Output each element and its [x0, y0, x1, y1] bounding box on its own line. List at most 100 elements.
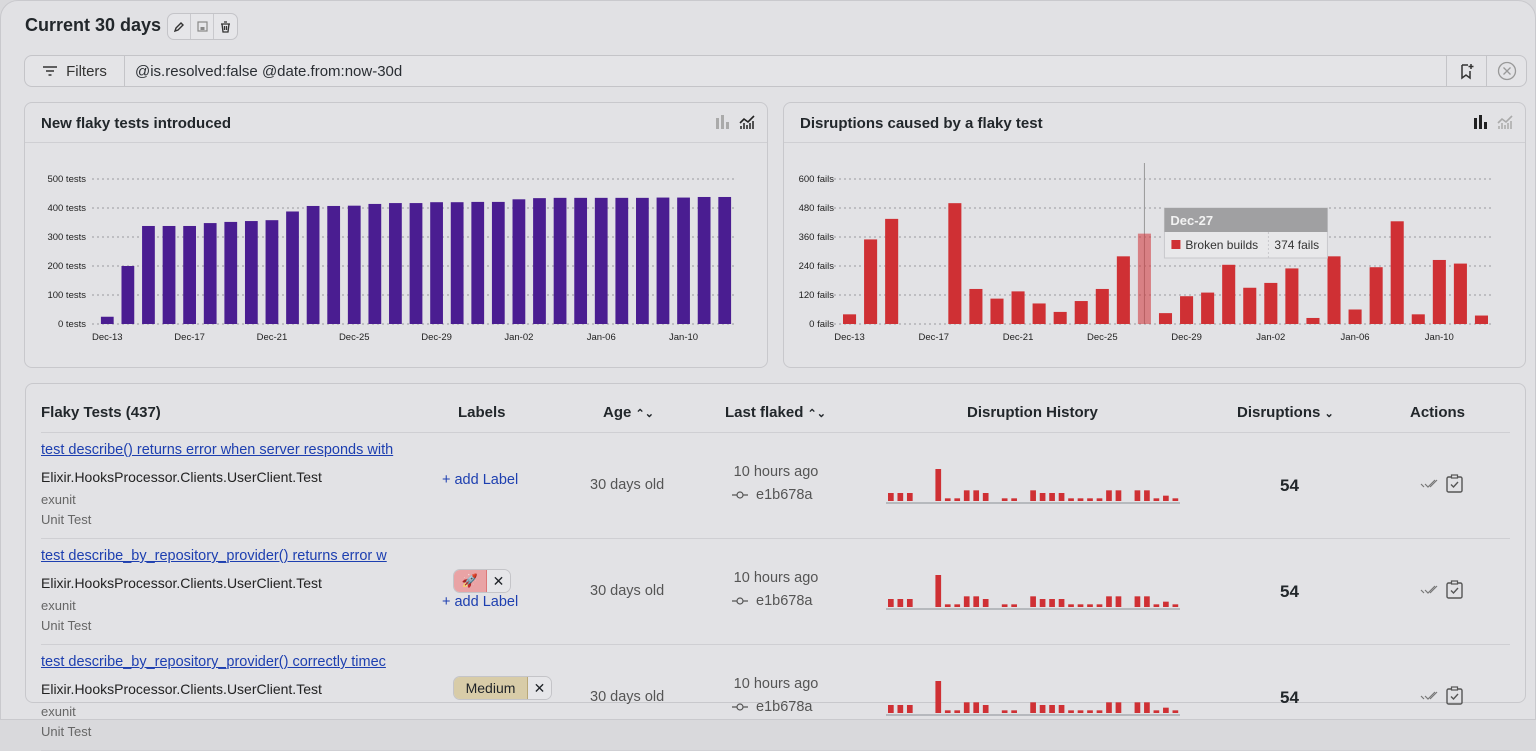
trash-icon[interactable] — [214, 14, 237, 39]
y-tick-label: 500 tests — [47, 174, 86, 185]
bar-Dec-24[interactable] — [327, 205, 341, 324]
bar-chart-icon[interactable] — [1473, 115, 1489, 129]
bar-Dec-30[interactable] — [450, 202, 464, 324]
col-age[interactable]: Age ⌃⌄ — [603, 404, 654, 421]
bookmark-add-button[interactable] — [1446, 56, 1486, 86]
save-icon[interactable] — [191, 14, 214, 39]
bar-Jan-03[interactable] — [1285, 268, 1299, 324]
bar-Jan-12[interactable] — [718, 196, 732, 324]
bar-Jan-02[interactable] — [1264, 282, 1278, 324]
bar-chart-icon[interactable] — [715, 115, 731, 129]
bar-Dec-18[interactable] — [203, 223, 217, 324]
bar-Dec-14[interactable] — [864, 239, 878, 324]
bar-Dec-14[interactable] — [121, 266, 135, 324]
add-label-button[interactable]: + add Label — [442, 472, 519, 488]
bar-Dec-20[interactable] — [990, 298, 1004, 324]
clear-filter-button[interactable] — [1486, 56, 1526, 86]
bar-Dec-31[interactable] — [471, 201, 485, 324]
bar-Dec-13[interactable] — [843, 314, 857, 324]
bar-Jan-08[interactable] — [636, 197, 649, 324]
test-name-link[interactable]: test describe_by_repository_provider() r… — [41, 548, 387, 564]
bar-Jan-11[interactable] — [697, 196, 711, 324]
bar-Dec-18[interactable] — [948, 203, 962, 324]
bar-Dec-21[interactable] — [265, 220, 279, 324]
bar-Dec-26[interactable] — [368, 203, 382, 324]
bar-Jan-06[interactable] — [594, 197, 608, 324]
resolve-double-check-icon[interactable] — [1420, 585, 1438, 595]
bar-Dec-30[interactable] — [1201, 292, 1215, 324]
bar-Jan-09[interactable] — [1411, 314, 1425, 324]
bar-Jan-10[interactable] — [677, 197, 690, 324]
commit-ref[interactable]: e1b678a — [732, 487, 812, 503]
col-disruptions[interactable]: Disruptions ⌄ — [1237, 404, 1334, 421]
bar-Jan-07[interactable] — [615, 197, 629, 324]
bar-Dec-15[interactable] — [885, 218, 899, 324]
bar-Jan-04[interactable] — [1306, 317, 1320, 324]
bar-Dec-27[interactable] — [389, 203, 402, 324]
line-chart-icon[interactable] — [739, 115, 755, 129]
bar-Jan-06[interactable] — [1348, 309, 1362, 325]
remove-label-button[interactable]: ✕ — [528, 677, 551, 699]
bar-Dec-16[interactable] — [162, 225, 176, 324]
bar-Jan-09[interactable] — [656, 197, 670, 324]
pencil-icon[interactable] — [168, 14, 191, 39]
resolve-double-check-icon[interactable] — [1420, 479, 1438, 489]
bar-Jan-02[interactable] — [512, 199, 526, 324]
bar-Dec-20[interactable] — [244, 221, 258, 324]
bar-Jan-01[interactable] — [491, 201, 505, 324]
col-last-flaked[interactable]: Last flaked ⌃⌄ — [725, 404, 826, 421]
clipboard-check-icon[interactable] — [1446, 580, 1463, 599]
bar-Dec-28[interactable] — [1158, 313, 1173, 324]
clipboard-check-icon[interactable] — [1446, 474, 1463, 493]
bar-Dec-23[interactable] — [306, 205, 320, 324]
bar-Dec-17[interactable] — [183, 225, 196, 324]
bar-Jan-05[interactable] — [1327, 256, 1341, 324]
bar-Dec-19[interactable] — [969, 288, 983, 324]
bar-Dec-15[interactable] — [142, 225, 155, 324]
bar-Dec-25[interactable] — [1095, 288, 1109, 324]
bar-Jan-01[interactable] — [1243, 287, 1257, 324]
add-label-button[interactable]: + add Label — [442, 594, 519, 610]
filters-button[interactable]: Filters — [25, 56, 125, 86]
bar-Dec-26[interactable] — [1116, 256, 1130, 324]
bar-Jan-12[interactable] — [1474, 315, 1488, 324]
bar-Jan-05[interactable] — [574, 197, 588, 324]
resolve-double-check-icon[interactable] — [1420, 691, 1438, 701]
bar-Dec-29[interactable] — [1180, 296, 1194, 324]
clipboard-check-icon[interactable] — [1446, 686, 1463, 705]
bar-Jan-04[interactable] — [553, 197, 567, 324]
commit-ref[interactable]: e1b678a — [732, 699, 812, 715]
bar-Dec-23[interactable] — [1053, 311, 1067, 324]
sparkline-bar — [982, 493, 989, 501]
filter-lines-icon — [43, 66, 58, 76]
line-chart-icon[interactable] — [1497, 115, 1513, 129]
sparkline-bar — [1030, 596, 1036, 607]
bar-Jan-07[interactable] — [1369, 267, 1383, 324]
x-tick-label: Jan-02 — [1256, 332, 1285, 343]
bar-Dec-19[interactable] — [224, 221, 238, 324]
bar-Dec-29[interactable] — [430, 202, 443, 324]
bar-Dec-24[interactable] — [1074, 301, 1088, 324]
filter-query-input[interactable]: @is.resolved:false @date.from:now-30d — [135, 62, 403, 80]
x-tick-label: Dec-13 — [834, 332, 865, 343]
bar-Jan-08[interactable] — [1390, 221, 1404, 324]
bar-Dec-28[interactable] — [409, 203, 423, 324]
bar-Jan-10[interactable] — [1432, 259, 1446, 324]
bar-Dec-21[interactable] — [1011, 291, 1025, 324]
remove-label-button[interactable]: ✕ — [487, 570, 510, 592]
bar-Dec-31[interactable] — [1222, 264, 1236, 324]
new-flaky-tests-card: New flaky tests introduced 0 tests 100 te… — [24, 102, 768, 368]
test-name-link[interactable]: test describe() returns error when serve… — [41, 442, 394, 458]
commit-ref[interactable]: e1b678a — [732, 593, 812, 609]
bar-Jan-11[interactable] — [1453, 263, 1467, 324]
test-name-link[interactable]: test describe_by_repository_provider() c… — [41, 654, 386, 670]
bar-Jan-03[interactable] — [533, 198, 546, 324]
bar-Dec-22[interactable] — [1032, 303, 1046, 324]
sparkline-bar — [1058, 599, 1065, 607]
bar-Dec-27[interactable] — [1137, 233, 1151, 324]
sparkline-bar — [1011, 710, 1017, 713]
bar-Dec-22[interactable] — [286, 211, 299, 324]
commit-icon — [732, 597, 748, 605]
bar-Dec-25[interactable] — [347, 205, 361, 324]
bar-Dec-13[interactable] — [100, 316, 114, 324]
